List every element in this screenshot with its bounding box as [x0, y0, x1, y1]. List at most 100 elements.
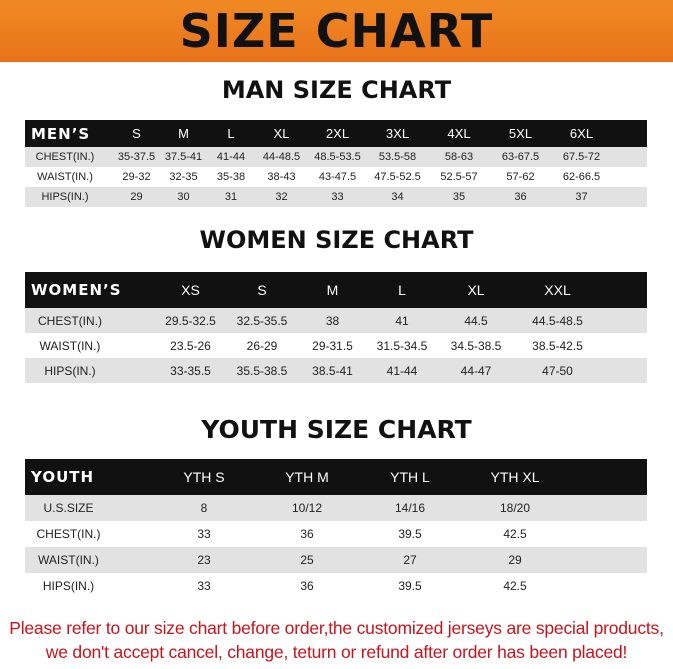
table-cell: 31.5-34.5 [376, 338, 428, 353]
table-cell: 47.5-52.5 [374, 171, 421, 183]
table-cell: 26-29 [246, 338, 278, 353]
table-cell: 41-44 [216, 151, 246, 163]
size-header-2xl: 2XL [325, 126, 350, 141]
table-cell: 33 [197, 579, 211, 593]
table-cell: 34 [391, 191, 404, 203]
row-label: CHEST(IN.) [38, 313, 102, 328]
table-cell: 33 [331, 191, 344, 203]
page-title: SIZE CHART [179, 4, 494, 58]
table-cell: 35-37.5 [117, 151, 156, 163]
size-header-yth-xl: YTH XL [490, 469, 540, 485]
notice-line-1: Please refer to our size chart before or… [9, 618, 664, 638]
size-header-4xl: 4XL [447, 126, 471, 141]
table-cell: 53.5-58 [378, 151, 417, 163]
table-cell: 36 [514, 191, 527, 203]
table-cell: 62-66.5 [562, 171, 601, 183]
table-cell: 29 [130, 191, 143, 203]
table-cell: 32.5-35.5 [236, 313, 288, 328]
table-cell: 36 [300, 579, 314, 593]
row-label: WAIST(IN.) [38, 553, 99, 567]
table-cell: 27 [403, 553, 417, 567]
row-label: U.S.SIZE [43, 501, 94, 515]
table-cell: 29-32 [122, 171, 151, 183]
table-header-label: YOUTH [31, 468, 95, 486]
table-cell: 42.5 [503, 527, 527, 541]
table-row: WAIST(IN.) 23 25 27 29 [25, 547, 647, 573]
row-label: WAIST(IN.) [39, 338, 101, 353]
table-row: U.S.SIZE 8 10/12 14/16 18/20 [25, 495, 647, 521]
table-cell: 14/16 [394, 501, 426, 515]
table-cell: 35.5-38.5 [236, 363, 288, 378]
header-row: MEN’S S M L XL 2XL 3XL 4XL 5XL 6XL [25, 120, 647, 147]
table-cell: 58-63 [444, 151, 474, 163]
size-header-yth-l: YTH L [390, 469, 430, 485]
table-cell: 8 [200, 501, 208, 515]
table-cell: 29.5-32.5 [165, 313, 216, 328]
men-size-table: MEN’S S M L XL 2XL 3XL 4XL 5XL 6XL CHEST(IN.) 35-37… [25, 120, 647, 207]
header-row: WOMEN’S XS S M L XL XXL [25, 272, 647, 308]
size-header-m: M [326, 282, 339, 298]
table-row: HIPS(IN.) 33 36 39.5 42.5 [25, 573, 647, 599]
size-header-xl: XL [273, 126, 290, 141]
table-cell: 67.5-72 [562, 151, 601, 163]
table-cell: 23.5-26 [170, 338, 211, 353]
youth-size-table: YOUTH YTH S YTH M YTH L YTH XL U.S.SIZE 8 10/12… [25, 459, 647, 599]
size-header-s: S [132, 126, 141, 141]
table-cell: 42.5 [503, 579, 527, 593]
table-cell: 38 [325, 313, 340, 328]
table-row: WAIST(IN.) 23.5-26 26-29 29-31.5 31.5-34.5 34… [25, 333, 647, 358]
table-cell: 35-38 [216, 171, 246, 183]
women-section-title: WOMEN SIZE CHART [199, 226, 474, 254]
table-cell: 38.5-41 [312, 363, 353, 378]
table-cell: 25 [300, 553, 314, 567]
men-section-title: MAN SIZE CHART [221, 76, 452, 104]
table-cell: 18/20 [499, 501, 531, 515]
table-cell: 37.5-41 [164, 151, 203, 163]
table-cell: 48.5-53.5 [314, 151, 361, 163]
table-cell: 31 [224, 191, 238, 203]
table-cell: 44.5-48.5 [532, 313, 583, 328]
size-header-5xl: 5XL [508, 126, 533, 141]
size-header-3xl: 3XL [385, 126, 410, 141]
row-label: WAIST(IN.) [37, 171, 93, 183]
table-row: CHEST(IN.) 33 36 39.5 42.5 [25, 521, 647, 547]
table-row: CHEST(IN.) 29.5-32.5 32.5-35.5 38 41 44.5 44.5… [25, 308, 647, 333]
size-header-6xl: 6XL [569, 126, 594, 141]
table-cell: 35 [452, 191, 466, 203]
table-cell: 39.5 [398, 579, 422, 593]
table-cell: 33 [197, 527, 211, 541]
table-cell: 10/12 [291, 501, 323, 515]
table-cell: 23 [197, 553, 211, 567]
size-header-xl: XL [467, 282, 485, 298]
table-row: WAIST(IN.) 29-32 32-35 35-38 38-43 43-47.5 47.… [25, 167, 647, 187]
table-cell: 33-35.5 [170, 363, 211, 378]
size-header-xxl: XXL [544, 282, 571, 298]
table-row: HIPS(IN.) 33-35.5 35.5-38.5 38.5-41 41-44 44-… [25, 358, 647, 383]
table-cell: 47-50 [542, 363, 573, 378]
women-size-table: WOMEN’S XS S M L XL XXL CHEST(IN.) 29.5-32.5 32.5… [25, 272, 647, 383]
table-cell: 36 [300, 527, 314, 541]
row-label: HIPS(IN.) [42, 579, 95, 593]
table-row: HIPS(IN.) 29 30 31 32 33 34 35 36 37 [25, 187, 647, 207]
row-label: CHEST(IN.) [36, 527, 101, 541]
table-cell: 41-44 [386, 363, 418, 378]
notice-line-2: we don't accept cancel, change, teturn o… [45, 642, 628, 662]
table-cell: 32-35 [169, 171, 198, 183]
table-row: CHEST(IN.) 35-37.5 37.5-41 41-44 44-48.5 48.5… [25, 147, 647, 167]
size-header-m: M [178, 126, 189, 141]
size-header-yth-s: YTH S [183, 469, 225, 485]
table-cell: 29-31.5 [312, 338, 353, 353]
row-label: HIPS(IN.) [44, 363, 96, 378]
header-row: YOUTH YTH S YTH M YTH L YTH XL [25, 459, 647, 495]
youth-section-title: YOUTH SIZE CHART [201, 415, 472, 444]
table-cell: 44-48.5 [262, 151, 301, 163]
table-cell: 44.5 [464, 313, 488, 328]
table-cell: 38.5-42.5 [532, 338, 583, 353]
table-cell: 63-67.5 [501, 151, 540, 163]
table-cell: 34.5-38.5 [450, 338, 502, 353]
table-cell: 29 [508, 553, 522, 567]
table-cell: 30 [177, 191, 190, 203]
table-cell: 38-43 [267, 171, 296, 183]
size-header-s: S [257, 282, 267, 298]
table-cell: 52.5-57 [440, 171, 478, 183]
